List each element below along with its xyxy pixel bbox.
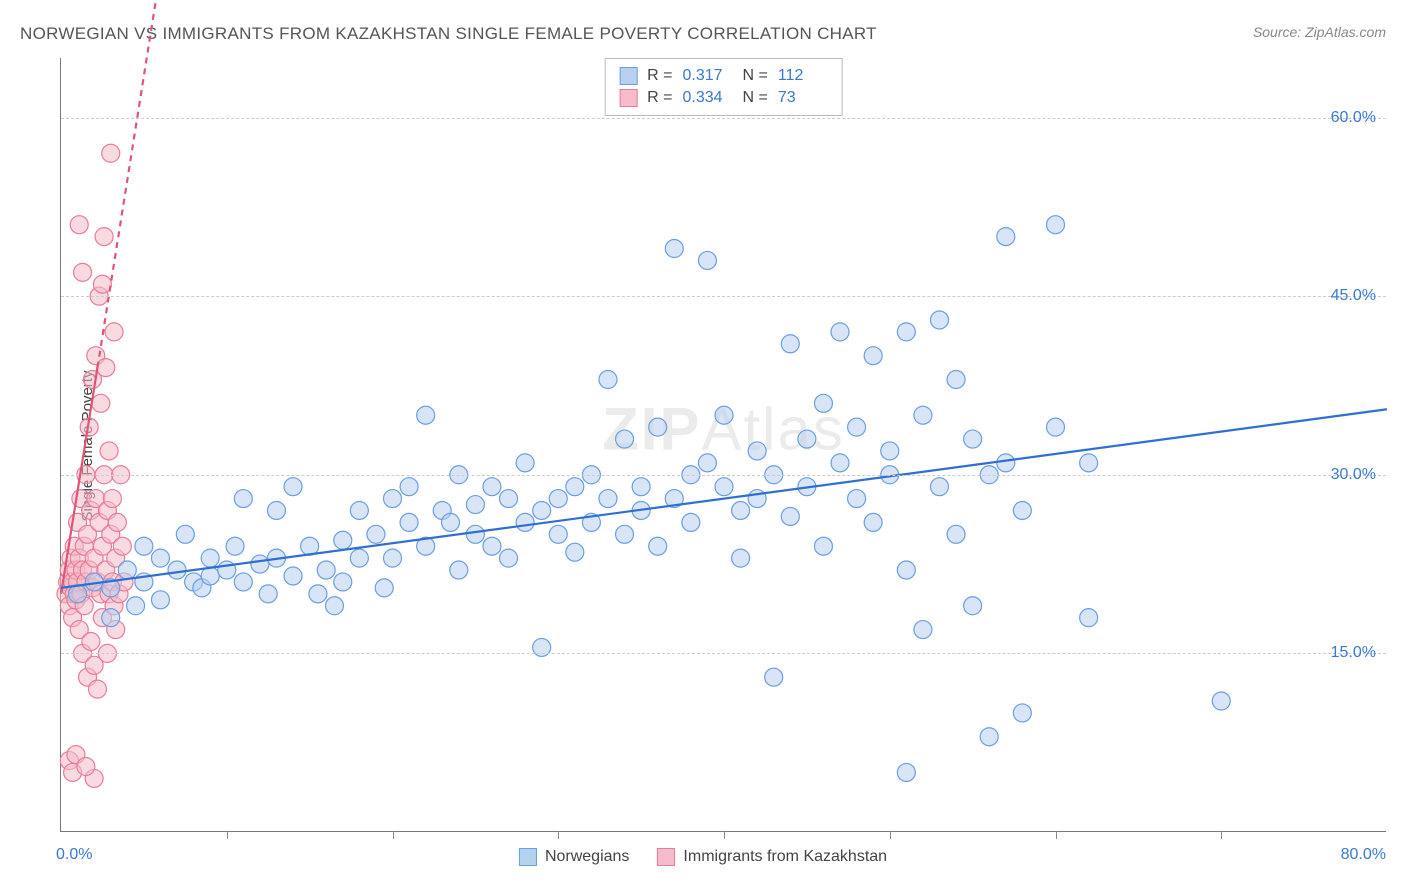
scatter-svg — [61, 58, 1386, 831]
source-label: Source: ZipAtlas.com — [1253, 24, 1386, 40]
x-tick — [890, 831, 891, 839]
gridline-h — [61, 653, 1386, 654]
stats-legend: R = 0.317 N = 112 R = 0.334 N = 73 — [604, 58, 843, 116]
swatch-norwegians-icon — [619, 67, 637, 85]
legend-label-norwegians: Norwegians — [545, 848, 629, 866]
x-tick — [1056, 831, 1057, 839]
r-label: R = — [647, 67, 672, 85]
x-tick — [558, 831, 559, 839]
n-value-norwegians: 112 — [778, 67, 828, 85]
y-tick-label: 45.0% — [1331, 287, 1376, 305]
legend-item-norwegians: Norwegians — [519, 848, 629, 866]
gridline-h — [61, 475, 1386, 476]
legend-swatch-kazakhstan-icon — [657, 848, 675, 866]
x-tick — [227, 831, 228, 839]
stats-row-norwegians: R = 0.317 N = 112 — [619, 65, 828, 87]
y-tick-label: 15.0% — [1331, 644, 1376, 662]
x-axis-max-label: 80.0% — [1341, 846, 1386, 864]
r-value-norwegians: 0.317 — [683, 67, 733, 85]
x-tick — [1221, 831, 1222, 839]
legend-swatch-norwegians-icon — [519, 848, 537, 866]
gridline-h — [61, 296, 1386, 297]
legend-label-kazakhstan: Immigrants from Kazakhstan — [683, 848, 887, 866]
x-tick — [393, 831, 394, 839]
gridline-h — [61, 118, 1386, 119]
x-tick — [724, 831, 725, 839]
r-label-2: R = — [647, 89, 672, 107]
x-axis-min-label: 0.0% — [56, 846, 92, 864]
n-value-kazakhstan: 73 — [778, 89, 828, 107]
legend-item-kazakhstan: Immigrants from Kazakhstan — [657, 848, 887, 866]
r-value-kazakhstan: 0.334 — [683, 89, 733, 107]
y-tick-label: 30.0% — [1331, 466, 1376, 484]
n-label-2: N = — [743, 89, 768, 107]
n-label: N = — [743, 67, 768, 85]
plot-area: ZIPAtlas R = 0.317 N = 112 R = 0.334 N =… — [60, 58, 1386, 832]
swatch-kazakhstan-icon — [619, 89, 637, 107]
y-tick-label: 60.0% — [1331, 109, 1376, 127]
chart-container: NORWEGIAN VS IMMIGRANTS FROM KAZAKHSTAN … — [0, 0, 1406, 892]
bottom-legend: Norwegians Immigrants from Kazakhstan — [519, 848, 887, 866]
stats-row-kazakhstan: R = 0.334 N = 73 — [619, 87, 828, 109]
